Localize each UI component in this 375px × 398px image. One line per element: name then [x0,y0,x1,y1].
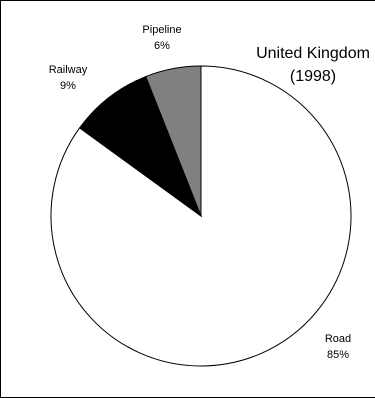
slice-label-railway: Railway [49,64,88,76]
slice-value-railway: 9% [60,80,76,92]
slice-value-road: 85% [327,349,349,361]
slice-label-road: Road [325,333,351,345]
slice-label-pipeline: Pipeline [142,24,181,36]
slices-layer [50,65,352,367]
labels-layer: Road 85% Railway 9% Pipeline 6% [49,24,351,361]
chart-title: United Kingdom [256,45,370,62]
slice-value-pipeline: 6% [154,40,170,52]
pie-slice-railway [78,75,203,218]
chart-subtitle: (1998) [290,68,336,85]
pie-slice-pipeline [145,65,202,217]
